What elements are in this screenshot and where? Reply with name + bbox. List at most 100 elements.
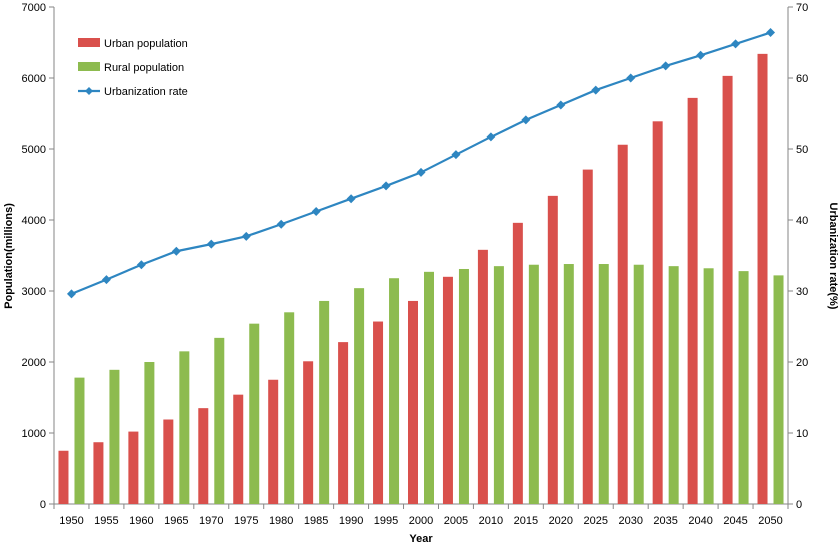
- rural-population-bar: [703, 268, 714, 504]
- urbanization-rate-marker: [66, 289, 76, 299]
- urbanization-rate-marker: [731, 39, 741, 49]
- urban-population-bar: [442, 276, 453, 504]
- urbanization-rate-marker: [381, 181, 391, 191]
- rural-population-bar: [389, 278, 400, 504]
- y-tick-label: 7000: [22, 2, 46, 14]
- urban-population-bar: [338, 342, 349, 504]
- legend-swatch: [78, 62, 100, 71]
- x-tick-label: 2045: [723, 515, 747, 527]
- urban-population-bar: [547, 195, 558, 505]
- urbanization-rate-marker: [346, 194, 356, 204]
- y2-tick-label: 40: [796, 215, 808, 227]
- urbanization-rate-marker: [101, 275, 111, 285]
- rural-population-bar: [354, 288, 365, 504]
- x-tick-label: 1970: [199, 515, 223, 527]
- urban-population-bar: [373, 321, 384, 504]
- urban-population-bar: [198, 408, 209, 504]
- y-tick-label: 3000: [22, 286, 46, 298]
- y-tick-label: 4000: [22, 215, 46, 227]
- urbanization-rate-marker: [521, 115, 531, 125]
- urbanization-rate-marker: [591, 85, 601, 95]
- x-tick-label: 1950: [59, 515, 83, 527]
- urban-population-bar: [303, 361, 314, 504]
- rural-population-bar: [424, 271, 434, 504]
- y-tick-label: 5000: [22, 144, 46, 156]
- y-axis-title: Population(millions): [3, 203, 15, 309]
- x-tick-label: 2005: [444, 515, 468, 527]
- urbanization-rate-marker: [276, 219, 286, 229]
- urban-population-bar: [722, 75, 733, 505]
- x-tick-label: 1975: [234, 515, 258, 527]
- x-tick-label: 1960: [129, 515, 153, 527]
- urbanization-rate-marker: [311, 206, 321, 216]
- y2-tick-label: 60: [796, 73, 808, 85]
- urban-population-bar: [617, 144, 628, 505]
- x-tick-label: 2050: [758, 515, 782, 527]
- x-tick-label: 1985: [304, 515, 328, 527]
- legend-label: Rural population: [104, 62, 184, 74]
- x-tick-label: 1980: [269, 515, 293, 527]
- rural-population-bar: [179, 351, 190, 504]
- urban-population-bar: [93, 442, 104, 504]
- y2-tick-label: 70: [796, 2, 808, 14]
- rural-population-bar: [319, 300, 330, 504]
- urbanization-rate-marker: [661, 61, 671, 71]
- x-tick-label: 2010: [479, 515, 503, 527]
- urbanization-rate-marker: [206, 239, 216, 249]
- x-tick-label: 1965: [164, 515, 188, 527]
- rural-population-bar: [633, 264, 644, 504]
- urban-population-bar: [477, 249, 488, 504]
- rural-population-bar: [214, 337, 225, 504]
- urban-population-bar: [652, 121, 663, 504]
- x-tick-label: 1955: [94, 515, 118, 527]
- x-tick-label: 2030: [618, 515, 642, 527]
- urbanization-rate-marker: [696, 50, 706, 60]
- y2-tick-label: 30: [796, 286, 808, 298]
- rural-population-bar: [249, 323, 260, 504]
- y2-tick-label: 10: [796, 428, 808, 440]
- urbanization-rate-marker: [416, 167, 426, 177]
- y2-tick-label: 0: [796, 499, 802, 511]
- rural-population-bar: [528, 264, 539, 504]
- legend-marker: [85, 87, 93, 95]
- x-tick-label: 2040: [688, 515, 712, 527]
- urbanization-rate-marker: [486, 132, 496, 142]
- urban-population-bar: [233, 394, 244, 504]
- y-tick-label: 2000: [22, 357, 46, 369]
- rural-population-bar: [598, 264, 609, 504]
- urbanization-rate-marker: [766, 28, 776, 38]
- urbanization-rate-marker: [556, 100, 566, 110]
- y-tick-label: 1000: [22, 428, 46, 440]
- urban-population-bar: [408, 300, 418, 504]
- urban-population-bar: [128, 431, 139, 504]
- urbanization-rate-marker: [451, 150, 461, 160]
- x-tick-label: 2035: [653, 515, 677, 527]
- legend-label: Urban population: [104, 38, 188, 50]
- x-tick-label: 2025: [584, 515, 608, 527]
- urbanization-rate-marker: [171, 246, 181, 256]
- y2-tick-label: 50: [796, 144, 808, 156]
- y2-tick-label: 20: [796, 357, 808, 369]
- urban-population-bar: [687, 97, 698, 504]
- rural-population-bar: [144, 362, 155, 504]
- x-tick-label: 1995: [374, 515, 398, 527]
- rural-population-bar: [668, 266, 679, 504]
- urbanization-rate-marker: [626, 73, 636, 83]
- y2-axis-title: Urbanization rate(%): [827, 203, 838, 310]
- rural-population-bar: [458, 268, 469, 504]
- legend-label: Urbanization rate: [104, 86, 188, 98]
- x-tick-label: 2015: [514, 515, 538, 527]
- urbanization-rate-marker: [136, 260, 146, 270]
- x-tick-label: 1990: [339, 515, 363, 527]
- rural-population-bar: [493, 266, 504, 504]
- rural-population-bar: [74, 377, 85, 504]
- urban-population-bar: [582, 169, 593, 504]
- y-tick-label: 6000: [22, 73, 46, 85]
- urban-population-bar: [757, 53, 768, 505]
- y-tick-label: 0: [40, 499, 46, 511]
- rural-population-bar: [563, 264, 574, 504]
- rural-population-bar: [773, 275, 784, 504]
- rural-population-bar: [109, 369, 120, 504]
